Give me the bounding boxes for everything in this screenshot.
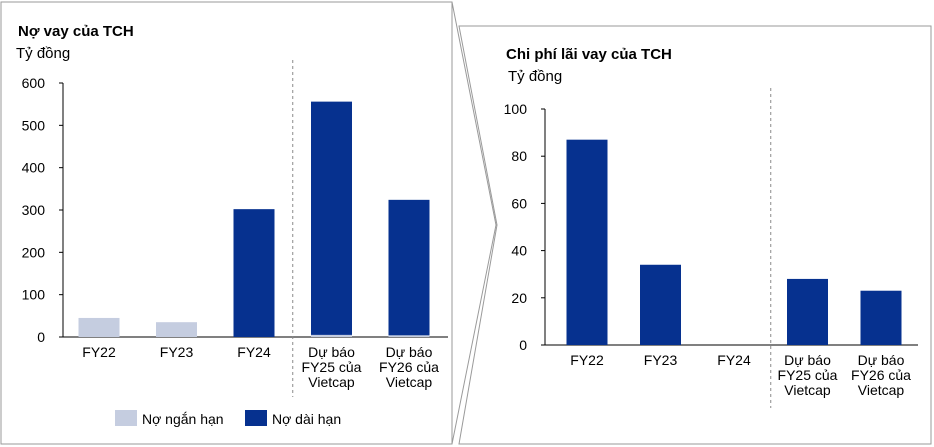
right-bar-value-3 <box>787 278 828 345</box>
right-x-tick-label: FY26 của <box>851 367 911 383</box>
legend-swatch-long-term <box>245 410 267 426</box>
right-y-tick-label: 60 <box>511 195 527 211</box>
right-bar-value-4 <box>860 290 902 345</box>
left-y-tick-label: 600 <box>22 75 46 91</box>
left-y-tick-label: 200 <box>22 244 46 260</box>
right-y-tick-label: 80 <box>511 148 527 164</box>
left-bar-series0-4 <box>388 335 430 337</box>
left-y-tick-label: 500 <box>22 117 46 133</box>
left-x-tick-label: Vietcap <box>308 374 355 390</box>
legend-label-short-term: Nợ ngắn hạn <box>142 411 224 427</box>
right-x-tick-label: Dự báo <box>858 352 905 368</box>
right-bar-value-0 <box>566 139 608 345</box>
left-y-tick-label: 100 <box>22 287 46 303</box>
left-x-tick-label: FY26 của <box>379 359 439 375</box>
left-x-tick-label: FY23 <box>160 344 194 360</box>
left-y-tick-label: 400 <box>22 160 46 176</box>
left-x-tick-label: Dự báo <box>386 344 433 360</box>
left-bar-series1-4 <box>388 199 430 336</box>
right-x-tick-label: Vietcap <box>858 382 905 398</box>
right-x-tick-label: FY24 <box>717 352 751 368</box>
right-x-tick-label: Vietcap <box>784 382 831 398</box>
left-bar-series0-1 <box>156 322 197 337</box>
left-bar-series1-2 <box>233 209 275 337</box>
left-x-tick-label: FY25 của <box>302 359 362 375</box>
right-x-tick-label: FY25 của <box>778 367 838 383</box>
right-x-tick-label: FY22 <box>570 352 604 368</box>
left-bar-series0-0 <box>78 317 120 337</box>
left-x-tick-label: FY22 <box>82 344 116 360</box>
right-x-tick-label: Dự báo <box>784 352 831 368</box>
right-y-tick-label: 100 <box>504 101 528 117</box>
left-chart-title: Nợ vay của TCH <box>18 23 134 40</box>
left-bar-series1-3 <box>311 101 352 335</box>
right-y-tick-label: 20 <box>511 290 527 306</box>
left-x-tick-label: Dự báo <box>308 344 355 360</box>
right-bar-value-1 <box>640 264 681 345</box>
right-chart-unit: Tỷ đồng <box>508 68 562 85</box>
panel-connector-arrow <box>451 1 497 445</box>
left-x-tick-label: Vietcap <box>386 374 433 390</box>
left-y-tick-label: 300 <box>22 202 46 218</box>
left-x-tick-label: FY24 <box>237 344 271 360</box>
left-panel-frame <box>0 1 453 445</box>
legend-swatch-short-term <box>115 410 137 426</box>
right-y-tick-label: 0 <box>519 337 527 353</box>
right-panel-frame <box>458 25 932 445</box>
right-x-tick-label: FY23 <box>644 352 678 368</box>
legend-label-long-term: Nợ dài hạn <box>272 411 341 427</box>
left-chart-unit: Tỷ đồng <box>16 45 70 62</box>
right-chart-title: Chi phí lãi vay của TCH <box>506 46 672 63</box>
left-y-tick-label: 0 <box>37 329 45 345</box>
right-y-tick-label: 40 <box>511 243 527 259</box>
left-bar-series0-3 <box>311 334 352 337</box>
